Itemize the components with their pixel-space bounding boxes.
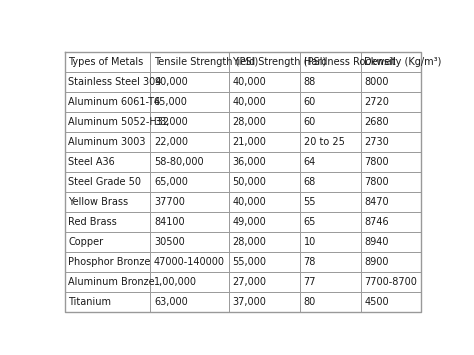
Text: 40,000: 40,000 — [232, 197, 266, 207]
Text: 55: 55 — [304, 197, 316, 207]
Text: 58-80,000: 58-80,000 — [154, 157, 203, 167]
Text: 10: 10 — [304, 237, 316, 247]
Text: 28,000: 28,000 — [232, 117, 266, 127]
Text: 21,000: 21,000 — [232, 137, 266, 147]
Text: 1,00,000: 1,00,000 — [154, 277, 197, 287]
Text: 80: 80 — [304, 297, 316, 307]
Text: 7800: 7800 — [364, 177, 389, 187]
Text: Phosphor Bronze: Phosphor Bronze — [68, 257, 151, 267]
Text: 65: 65 — [304, 217, 316, 227]
Text: 50,000: 50,000 — [232, 177, 266, 187]
Text: 68: 68 — [304, 177, 316, 187]
Text: 90,000: 90,000 — [154, 77, 188, 87]
Text: 40,000: 40,000 — [232, 77, 266, 87]
Text: 37700: 37700 — [154, 197, 185, 207]
Text: 28,000: 28,000 — [232, 237, 266, 247]
Text: Density (Kg/m³): Density (Kg/m³) — [364, 57, 442, 67]
Text: 2680: 2680 — [364, 117, 389, 127]
Text: 7800: 7800 — [364, 157, 389, 167]
Text: 4500: 4500 — [364, 297, 389, 307]
Text: Hardness Rockwell: Hardness Rockwell — [304, 57, 395, 67]
Text: Tensile Strength (PSI): Tensile Strength (PSI) — [154, 57, 258, 67]
Text: 2730: 2730 — [364, 137, 389, 147]
Text: Steel A36: Steel A36 — [68, 157, 115, 167]
Text: 8000: 8000 — [364, 77, 389, 87]
Text: Red Brass: Red Brass — [68, 217, 117, 227]
Text: 8940: 8940 — [364, 237, 389, 247]
Text: 33,000: 33,000 — [154, 117, 188, 127]
Text: 20 to 25: 20 to 25 — [304, 137, 345, 147]
Text: 27,000: 27,000 — [232, 277, 266, 287]
Text: Types of Metals: Types of Metals — [68, 57, 144, 67]
Text: 49,000: 49,000 — [232, 217, 266, 227]
Text: Aluminum 3003: Aluminum 3003 — [68, 137, 146, 147]
Text: 88: 88 — [304, 77, 316, 87]
Text: Yield Strength (PSI): Yield Strength (PSI) — [232, 57, 327, 67]
Text: 7700-8700: 7700-8700 — [364, 277, 417, 287]
Text: 63,000: 63,000 — [154, 297, 188, 307]
Text: Aluminum 6061-T6: Aluminum 6061-T6 — [68, 97, 161, 107]
Text: 22,000: 22,000 — [154, 137, 188, 147]
Text: Stainless Steel 304: Stainless Steel 304 — [68, 77, 162, 87]
Text: 30500: 30500 — [154, 237, 185, 247]
Text: 84100: 84100 — [154, 217, 184, 227]
Text: 8746: 8746 — [364, 217, 389, 227]
Text: Aluminum 5052-H32: Aluminum 5052-H32 — [68, 117, 170, 127]
Text: Aluminum Bronze: Aluminum Bronze — [68, 277, 155, 287]
Text: 60: 60 — [304, 97, 316, 107]
Text: 55,000: 55,000 — [232, 257, 266, 267]
Text: 78: 78 — [304, 257, 316, 267]
Text: 8470: 8470 — [364, 197, 389, 207]
Text: Copper: Copper — [68, 237, 103, 247]
Text: 2720: 2720 — [364, 97, 389, 107]
Text: 77: 77 — [304, 277, 316, 287]
Text: 36,000: 36,000 — [232, 157, 266, 167]
Text: 40,000: 40,000 — [232, 97, 266, 107]
Text: 47000-140000: 47000-140000 — [154, 257, 225, 267]
Text: Steel Grade 50: Steel Grade 50 — [68, 177, 141, 187]
Text: 64: 64 — [304, 157, 316, 167]
Text: 37,000: 37,000 — [232, 297, 266, 307]
Text: Yellow Brass: Yellow Brass — [68, 197, 128, 207]
Text: 60: 60 — [304, 117, 316, 127]
Text: 8900: 8900 — [364, 257, 389, 267]
Text: 45,000: 45,000 — [154, 97, 188, 107]
Text: Titanium: Titanium — [68, 297, 111, 307]
Text: 65,000: 65,000 — [154, 177, 188, 187]
